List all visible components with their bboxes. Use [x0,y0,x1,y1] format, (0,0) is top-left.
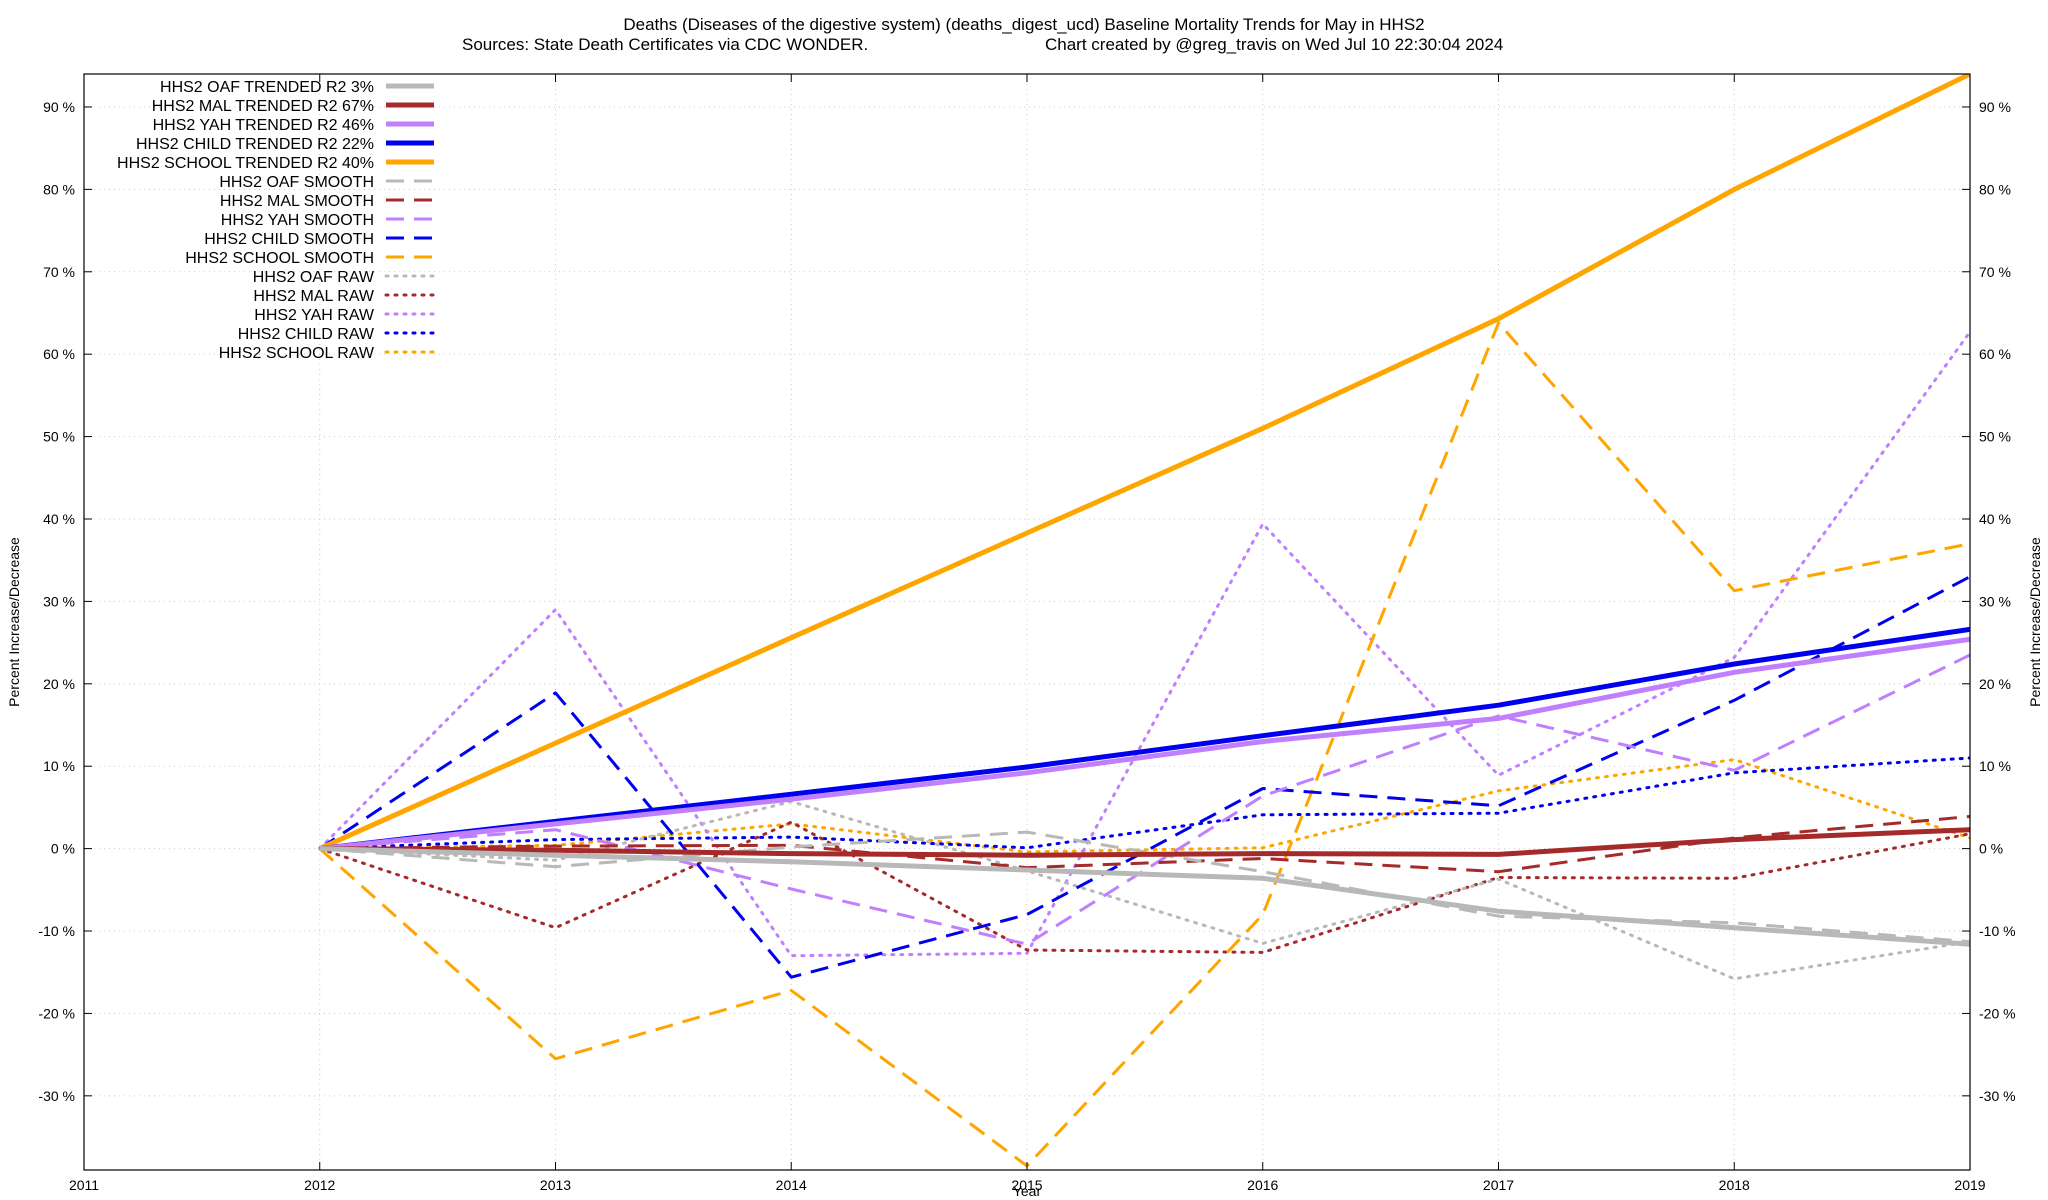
y-tick-label-right: 20 % [1979,676,2011,692]
legend-label: HHS2 YAH SMOOTH [221,212,374,229]
y-tick-label-left: -10 % [38,923,75,939]
y-tick-label-left: 90 % [43,99,75,115]
series-line-hhs2-mal-raw [318,820,1970,954]
series-line-hhs2-yah-smooth [319,653,1970,946]
legend-label: HHS2 CHILD TRENDED R2 22% [136,136,374,153]
y-tick-label-left: 30 % [43,593,75,609]
axis-ticks: -30 % -30 % -20 % -20 % -10 % -10 % 0 % 0 % 10 %… [38,74,2016,1193]
y-tick-label-right: 40 % [1979,511,2011,527]
chart-title-credit: Chart created by @greg_travis on Wed Jul… [1045,35,1503,54]
series-line-hhs2-mal-trended-r2-67 [319,827,1970,858]
y-tick-label-right: -30 % [1979,1088,2016,1104]
x-axis-label: Year [1013,1183,1042,1199]
y-tick-label-right: -20 % [1979,1005,2016,1021]
x-tick-label: 2018 [1719,1177,1750,1193]
y-tick-label-right: 80 % [1979,181,2011,197]
x-tick-label: 2013 [540,1177,571,1193]
legend: HHS2 OAF TRENDED R2 3% HHS2 MAL TRENDED R… [117,79,436,362]
y-axis-label-right: Percent Increase/Decrease [2027,537,2043,707]
legend-label: HHS2 YAH RAW [254,307,375,324]
legend-label: HHS2 OAF SMOOTH [219,174,374,191]
y-tick-label-left: -20 % [38,1005,75,1021]
y-tick-label-right: -10 % [1979,923,2016,939]
series-line-hhs2-child-smooth [318,575,1970,979]
legend-label: HHS2 MAL RAW [253,288,375,305]
y-tick-label-right: 30 % [1979,593,2011,609]
y-tick-label-left: 10 % [43,758,75,774]
chart-title-line1: Deaths (Diseases of the digestive system… [623,15,1424,34]
y-tick-label-left: -30 % [38,1088,75,1104]
y-axis-label-left: Percent Increase/Decrease [6,537,22,707]
x-tick-label: 2017 [1483,1177,1514,1193]
y-tick-label-left: 70 % [43,264,75,280]
y-tick-label-right: 60 % [1979,346,2011,362]
legend-label: HHS2 SCHOOL RAW [219,345,375,362]
y-tick-label-left: 40 % [43,511,75,527]
legend-label: HHS2 MAL TRENDED R2 67% [152,98,374,115]
legend-label: HHS2 SCHOOL TRENDED R2 40% [117,155,374,172]
legend-label: HHS2 CHILD SMOOTH [204,231,374,248]
y-tick-label-left: 50 % [43,429,75,445]
y-tick-label-right: 70 % [1979,264,2011,280]
series-line-hhs2-yah-trended-r2-46 [319,636,1970,852]
y-tick-label-right: 10 % [1979,758,2011,774]
legend-label: HHS2 MAL SMOOTH [220,193,374,210]
series-line-hhs2-school-trended-r2-40 [318,74,1970,851]
y-tick-label-right: 90 % [1979,99,2011,115]
series-line-hhs2-yah-raw [318,330,1970,958]
x-tick-label: 2012 [304,1177,335,1193]
legend-label: HHS2 SCHOOL SMOOTH [185,250,374,267]
series-line-hhs2-child-trended-r2-22 [319,626,1970,852]
series-line-hhs2-oaf-smooth [319,830,1970,944]
series-line-hhs2-child-raw [318,756,1970,851]
series-line-hhs2-oaf-raw [318,800,1970,981]
x-tick-label: 2016 [1247,1177,1278,1193]
legend-label: HHS2 YAH TRENDED R2 46% [153,117,374,134]
legend-label: HHS2 OAF TRENDED R2 3% [160,79,374,96]
y-tick-label-right: 50 % [1979,429,2011,445]
legend-label: HHS2 CHILD RAW [238,326,375,343]
series-line-hhs2-school-raw [318,758,1970,854]
plot-series [318,74,1970,1168]
y-tick-label-right: 0 % [1979,841,2003,857]
x-tick-label: 2019 [1954,1177,1985,1193]
chart-title-sources: Sources: State Death Certificates via CD… [462,35,868,54]
legend-label: HHS2 OAF RAW [253,269,375,286]
series-line-hhs2-oaf-trended-r2-3 [319,846,1970,947]
y-tick-label-left: 0 % [51,841,75,857]
x-tick-label: 2011 [69,1177,99,1193]
x-tick-label: 2014 [776,1177,807,1193]
y-tick-label-left: 80 % [43,181,75,197]
series-line-hhs2-school-smooth [318,321,1970,1168]
y-tick-label-left: 60 % [43,346,75,362]
y-tick-label-left: 20 % [43,676,75,692]
x-tick-label: 2015 [1011,1177,1042,1193]
